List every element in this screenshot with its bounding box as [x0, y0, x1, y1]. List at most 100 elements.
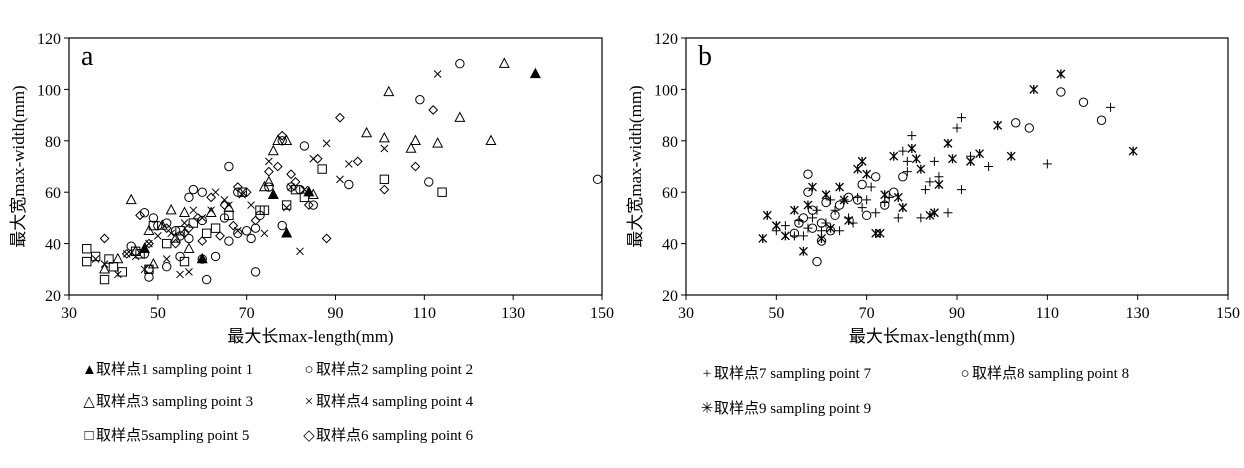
asterisk-point [948, 154, 957, 164]
series-2 [126, 59, 603, 285]
legend-label: 取样点6 sampling point 6 [316, 428, 474, 444]
asterisk-point [880, 190, 890, 200]
x-tick-label: 130 [1126, 305, 1150, 322]
plot-frame [685, 37, 1229, 296]
plus-point [957, 185, 967, 195]
legend-entry-s1: ▲取样点1 sampling point 1 [82, 358, 253, 379]
legend-entry-s6: ◇取样点6 sampling point 6 [302, 424, 473, 445]
diamond-point [170, 238, 181, 249]
plus-point [866, 182, 876, 192]
plus-point [848, 218, 858, 228]
cross-point [260, 229, 269, 238]
x-axis-label: 最大长max-length(mm) [849, 327, 1015, 346]
y-axis-label: 最大宽max-width(mm) [9, 85, 28, 247]
plus-point [934, 172, 944, 182]
diamond-point [312, 153, 323, 164]
circle-point [246, 233, 256, 244]
circle-point [852, 195, 863, 205]
cross-point [189, 206, 198, 215]
plus-point [798, 231, 808, 241]
plus-marker-icon: + [702, 366, 712, 382]
circle-point [861, 210, 872, 221]
cross-point [300, 185, 309, 194]
diamond-point [192, 212, 203, 223]
y-tick-label: 80 [662, 134, 678, 151]
asterisk-point [789, 205, 799, 215]
y-tick-label: 40 [45, 237, 61, 254]
cross-point [176, 270, 184, 279]
x-tick-label: 50 [768, 305, 784, 322]
square-point [162, 238, 172, 249]
plus-point [898, 146, 908, 156]
legend-label: 取样点7 sampling point 7 [714, 366, 872, 382]
diamond-point [206, 192, 217, 203]
square-point [179, 256, 190, 267]
x-tick-label: 150 [590, 305, 614, 322]
plus-point [984, 162, 994, 171]
asterisk-point [943, 138, 953, 148]
asterisk-point [889, 151, 899, 161]
y-tick-label: 20 [45, 288, 61, 305]
asterisk-point [929, 208, 939, 218]
series-1 [138, 67, 541, 264]
triangle-point [267, 144, 279, 156]
legend-entry-s3: △取样点3 sampling point 3 [82, 390, 253, 411]
asterisk-point [1128, 146, 1138, 156]
plus-point [780, 221, 790, 231]
circle-point [224, 161, 234, 172]
circle-point [197, 254, 207, 264]
series-2 [789, 87, 1107, 267]
asterisk-point [857, 156, 867, 166]
circle-point [857, 179, 867, 190]
plus-point [957, 113, 967, 123]
y-tick-label: 100 [654, 82, 678, 99]
triangle-point [99, 263, 111, 274]
y-tick-label: 20 [662, 288, 678, 305]
cross-point [207, 206, 215, 215]
asterisk-point [916, 164, 926, 174]
legend-label: 取样点1 sampling point 1 [96, 362, 254, 378]
y-tick-label: 40 [662, 237, 678, 254]
x-tick-label: 30 [61, 305, 77, 322]
circle-point [821, 197, 831, 208]
plus-point [943, 208, 953, 218]
asterisk-point [993, 120, 1003, 130]
diamond-point [290, 177, 301, 187]
legend-label: 取样点8 sampling point 8 [972, 366, 1130, 382]
cross-point [296, 247, 304, 256]
circle-marker-icon: ○ [304, 362, 314, 378]
diamond-point [379, 184, 390, 195]
diamond-point [161, 223, 172, 234]
triangle-point [498, 57, 510, 68]
circle-point [1011, 118, 1021, 128]
plus-point [929, 156, 939, 166]
circle-point [210, 251, 221, 262]
diamond-point [277, 130, 288, 141]
circle-point [250, 267, 261, 277]
x-axis-label: 最大长max-length(mm) [227, 327, 393, 346]
cross-point [282, 203, 291, 212]
triangle-point [178, 206, 191, 217]
circle-point [148, 213, 159, 223]
diamond-point [197, 236, 208, 246]
panel-label: b [698, 41, 712, 72]
filled-triangle-point [267, 188, 279, 199]
circle-point [843, 192, 854, 203]
circle-point [807, 205, 818, 215]
diamond-point [232, 182, 243, 192]
cross-point [180, 219, 189, 227]
asterisk-marker-icon: ✳ [700, 401, 714, 417]
square-point [130, 246, 141, 257]
triangle-point [383, 85, 395, 97]
filled-triangle-point [529, 67, 541, 79]
circle-point [592, 174, 603, 185]
asterisk-point [780, 231, 790, 241]
y-tick-label: 80 [45, 134, 61, 151]
diamond-point [286, 169, 296, 180]
legend-entry-s2: ○ 取样点2 sampling point 2 [302, 358, 473, 379]
circle-point [144, 272, 154, 282]
cross-point [433, 70, 442, 78]
series-6 [99, 105, 439, 259]
asterisk-point [925, 210, 935, 220]
diamond-point [135, 210, 145, 221]
